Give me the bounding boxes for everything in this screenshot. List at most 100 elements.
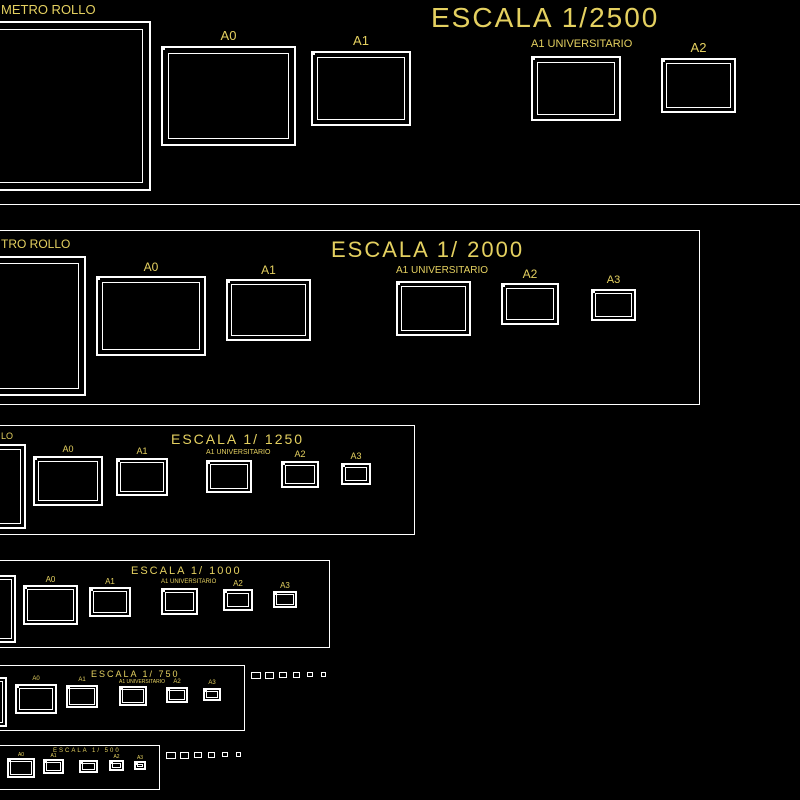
scale-title: ESCALA 1/ 1250	[171, 431, 304, 447]
tiny-box	[166, 752, 176, 759]
format-box-A0	[96, 276, 206, 356]
format-inner-border	[285, 465, 315, 484]
format-label-A3: A3	[273, 581, 297, 590]
format-inner-border	[38, 461, 98, 501]
format-label-A0: A0	[23, 575, 78, 584]
tiny-box	[321, 672, 326, 677]
format-label-A1: A1	[226, 263, 311, 277]
format-label-A0: A0	[15, 676, 57, 682]
format-inner-border	[120, 462, 164, 492]
scale-group-s2000: ESCALA 1/ 2000TRO ROLLOA0A1A1 UNIVERSITA…	[0, 230, 700, 405]
format-box-A1U	[531, 56, 621, 121]
format-box-A1	[116, 458, 168, 496]
format-label-A1U: A1 UNIVERSITARIO	[119, 679, 147, 685]
format-inner-border	[401, 286, 466, 331]
format-inner-border	[537, 62, 615, 115]
format-inner-border	[112, 763, 121, 768]
rollo-label: TRO ROLLO	[1, 237, 70, 251]
tiny-box	[180, 752, 189, 759]
format-inner-border	[168, 53, 289, 139]
format-box-A2	[281, 461, 319, 488]
tiny-box	[307, 672, 313, 677]
format-inner-border	[122, 689, 144, 703]
format-inner-border	[27, 589, 74, 621]
format-inner-border	[206, 691, 218, 698]
format-box-A1	[226, 279, 311, 341]
format-box-A1U	[119, 686, 147, 706]
tiny-box	[208, 752, 215, 758]
scale-title: ESCALA 1/ 1000	[131, 565, 242, 577]
format-inner-border	[102, 282, 200, 350]
format-label-A2: A2	[281, 449, 319, 459]
format-label-A1U: A1 UNIVERSITARIO	[531, 38, 621, 50]
format-box-A1U	[79, 760, 98, 773]
scale-group-s750: ESCALA 1/ 750A0A1A1 UNIVERSITARIOA2A3	[0, 665, 245, 731]
format-box-ROLLO	[0, 575, 16, 643]
format-box-A1	[66, 685, 98, 708]
rollo-label: METRO ROLLO	[1, 2, 96, 17]
format-inner-border	[345, 467, 367, 481]
format-box-A1U	[396, 281, 471, 336]
format-label-A3: A3	[341, 451, 371, 461]
tiny-box	[222, 752, 228, 757]
scale-title: ESCALA 1/2500	[431, 2, 659, 34]
format-label-A2: A2	[223, 579, 253, 588]
format-box-A3	[273, 591, 297, 608]
format-box-A3	[134, 761, 146, 770]
scale-group-s1250: ESCALA 1/ 1250LOA0A1A1 UNIVERSITARIOA2A3	[0, 425, 415, 535]
scale-group-s500: ESCALA 1/ 500A0A1A2A3	[0, 745, 160, 790]
format-inner-border	[595, 293, 632, 317]
format-inner-border	[46, 762, 61, 771]
format-label-A3: A3	[591, 274, 636, 286]
format-inner-border	[227, 593, 249, 607]
format-label-A1: A1	[89, 577, 131, 586]
format-inner-border	[0, 681, 3, 723]
format-inner-border	[0, 449, 21, 524]
format-label-A1U: A1 UNIVERSITARIO	[161, 579, 198, 585]
format-inner-border	[10, 761, 32, 775]
format-label-A0: A0	[96, 260, 206, 274]
format-inner-border	[210, 464, 248, 489]
format-label-A1: A1	[116, 446, 168, 456]
format-inner-border	[0, 579, 12, 639]
format-inner-border	[666, 63, 731, 108]
format-box-A0	[7, 758, 35, 778]
scale-group-s1000: ESCALA 1/ 1000 A0 A1 A1 UNIVERSITARIO A2 A3	[0, 560, 330, 648]
format-inner-border	[82, 763, 95, 770]
tiny-box	[265, 672, 274, 679]
format-box-A3	[203, 688, 221, 701]
format-label-A0: A0	[7, 752, 35, 758]
format-box-A2	[166, 687, 188, 703]
format-inner-border	[231, 284, 306, 336]
format-label-A2: A2	[501, 267, 559, 281]
format-box-ROLLO	[0, 677, 7, 727]
format-box-A3	[591, 289, 636, 321]
format-inner-border	[93, 591, 127, 613]
format-inner-border	[165, 592, 194, 611]
format-inner-border	[19, 688, 53, 710]
format-inner-border	[169, 690, 185, 700]
nested-scales-cluster	[166, 748, 286, 778]
format-inner-border	[276, 594, 294, 605]
format-box-A0	[33, 456, 103, 506]
format-box-A0	[15, 684, 57, 714]
scale-group-s2500: ESCALA 1/2500METRO ROLLOA0A1A1 UNIVERSIT…	[0, 0, 800, 205]
format-box-A1	[89, 587, 131, 617]
format-box-A1U	[206, 460, 252, 493]
format-box-A2	[223, 589, 253, 611]
format-box-A2	[109, 760, 124, 771]
format-box-A3	[341, 463, 371, 485]
format-inner-border	[506, 288, 554, 320]
tiny-box	[293, 672, 300, 678]
format-box-A0	[161, 46, 296, 146]
scale-title: ESCALA 1/ 2000	[331, 237, 524, 263]
format-label-A1: A1	[311, 33, 411, 48]
format-label-A0: A0	[33, 444, 103, 454]
format-label-A1: A1	[43, 753, 64, 759]
format-inner-border	[317, 57, 405, 120]
format-inner-border	[0, 263, 79, 389]
format-box-A2	[661, 58, 736, 113]
format-box-A2	[501, 283, 559, 325]
tiny-box	[251, 672, 261, 679]
format-inner-border	[69, 688, 95, 705]
